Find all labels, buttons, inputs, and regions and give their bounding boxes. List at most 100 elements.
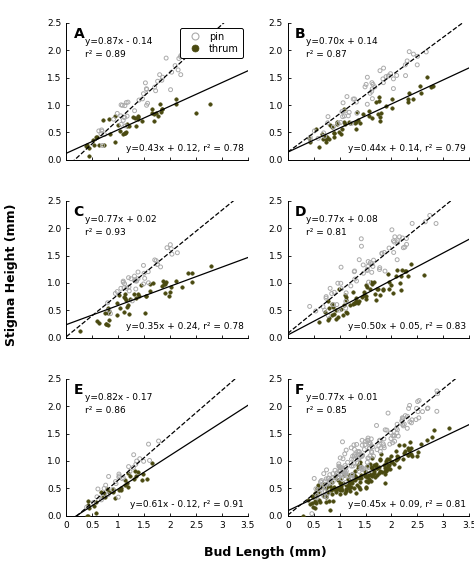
Point [381,248,388,257]
Point [337,129,345,139]
Point [363,295,370,304]
Point [420,271,428,280]
Point [106,129,114,138]
Point [358,293,366,302]
Point [433,407,441,416]
Point [84,501,92,510]
Point [375,96,383,105]
Point [337,118,345,127]
Point [389,438,396,448]
Point [364,434,372,443]
Point [159,277,167,286]
Point [309,492,317,501]
Point [341,461,349,470]
Point [365,453,373,462]
Point [322,138,330,147]
Point [342,297,350,306]
Point [389,104,396,113]
Point [417,439,424,449]
Point [111,289,119,298]
Point [125,300,132,309]
Point [173,276,180,285]
Point [403,412,411,421]
Point [350,459,358,468]
Point [384,464,392,473]
Point [382,463,389,472]
Point [379,74,387,84]
Point [325,134,332,143]
Point [376,447,384,456]
Point [364,73,371,82]
Text: y=0.35x + 0.24, r² = 0.78: y=0.35x + 0.24, r² = 0.78 [127,322,244,331]
Point [365,440,373,449]
Point [339,478,346,487]
Point [415,413,423,422]
Point [376,291,384,300]
Point [392,455,400,464]
Point [346,486,354,496]
Point [400,421,407,430]
Point [354,458,361,468]
Point [320,480,328,489]
Point [345,471,353,480]
Point [114,298,121,307]
Point [327,475,335,484]
Point [385,285,392,294]
Point [119,129,127,138]
Point [139,469,147,478]
Point [315,481,322,490]
Point [361,440,369,449]
Point [114,120,122,129]
Point [135,111,142,120]
Point [148,458,155,468]
Point [377,443,384,452]
Point [354,299,361,308]
Point [192,109,200,118]
Point [344,458,351,467]
Point [342,288,350,297]
Point [405,47,413,56]
Point [404,443,411,452]
Point [383,454,391,464]
Point [161,288,168,297]
Point [369,469,377,478]
Point [354,463,362,472]
Point [346,118,354,127]
Point [326,496,333,505]
Point [365,107,373,116]
Point [121,293,128,303]
Point [376,454,384,463]
Point [340,470,348,479]
Point [354,450,362,459]
Point [349,95,357,104]
Point [423,435,431,445]
Point [343,472,351,481]
Point [380,439,387,449]
Point [401,449,408,458]
Point [381,266,389,276]
Point [387,428,394,437]
Point [121,129,128,138]
Point [366,444,374,453]
Point [370,461,378,470]
Point [358,452,366,461]
Point [327,478,335,488]
Point [126,286,133,296]
Point [368,464,375,473]
Point [189,278,196,287]
Point [399,413,406,422]
Point [401,411,409,420]
Point [342,468,349,477]
Point [97,129,105,138]
Point [311,504,319,513]
Point [333,469,340,478]
Point [364,262,372,271]
Point [364,453,372,462]
Point [340,104,348,113]
Point [110,115,118,124]
Point [410,49,417,58]
Point [139,95,146,104]
Point [114,311,121,320]
Point [331,485,338,494]
Point [151,256,158,265]
